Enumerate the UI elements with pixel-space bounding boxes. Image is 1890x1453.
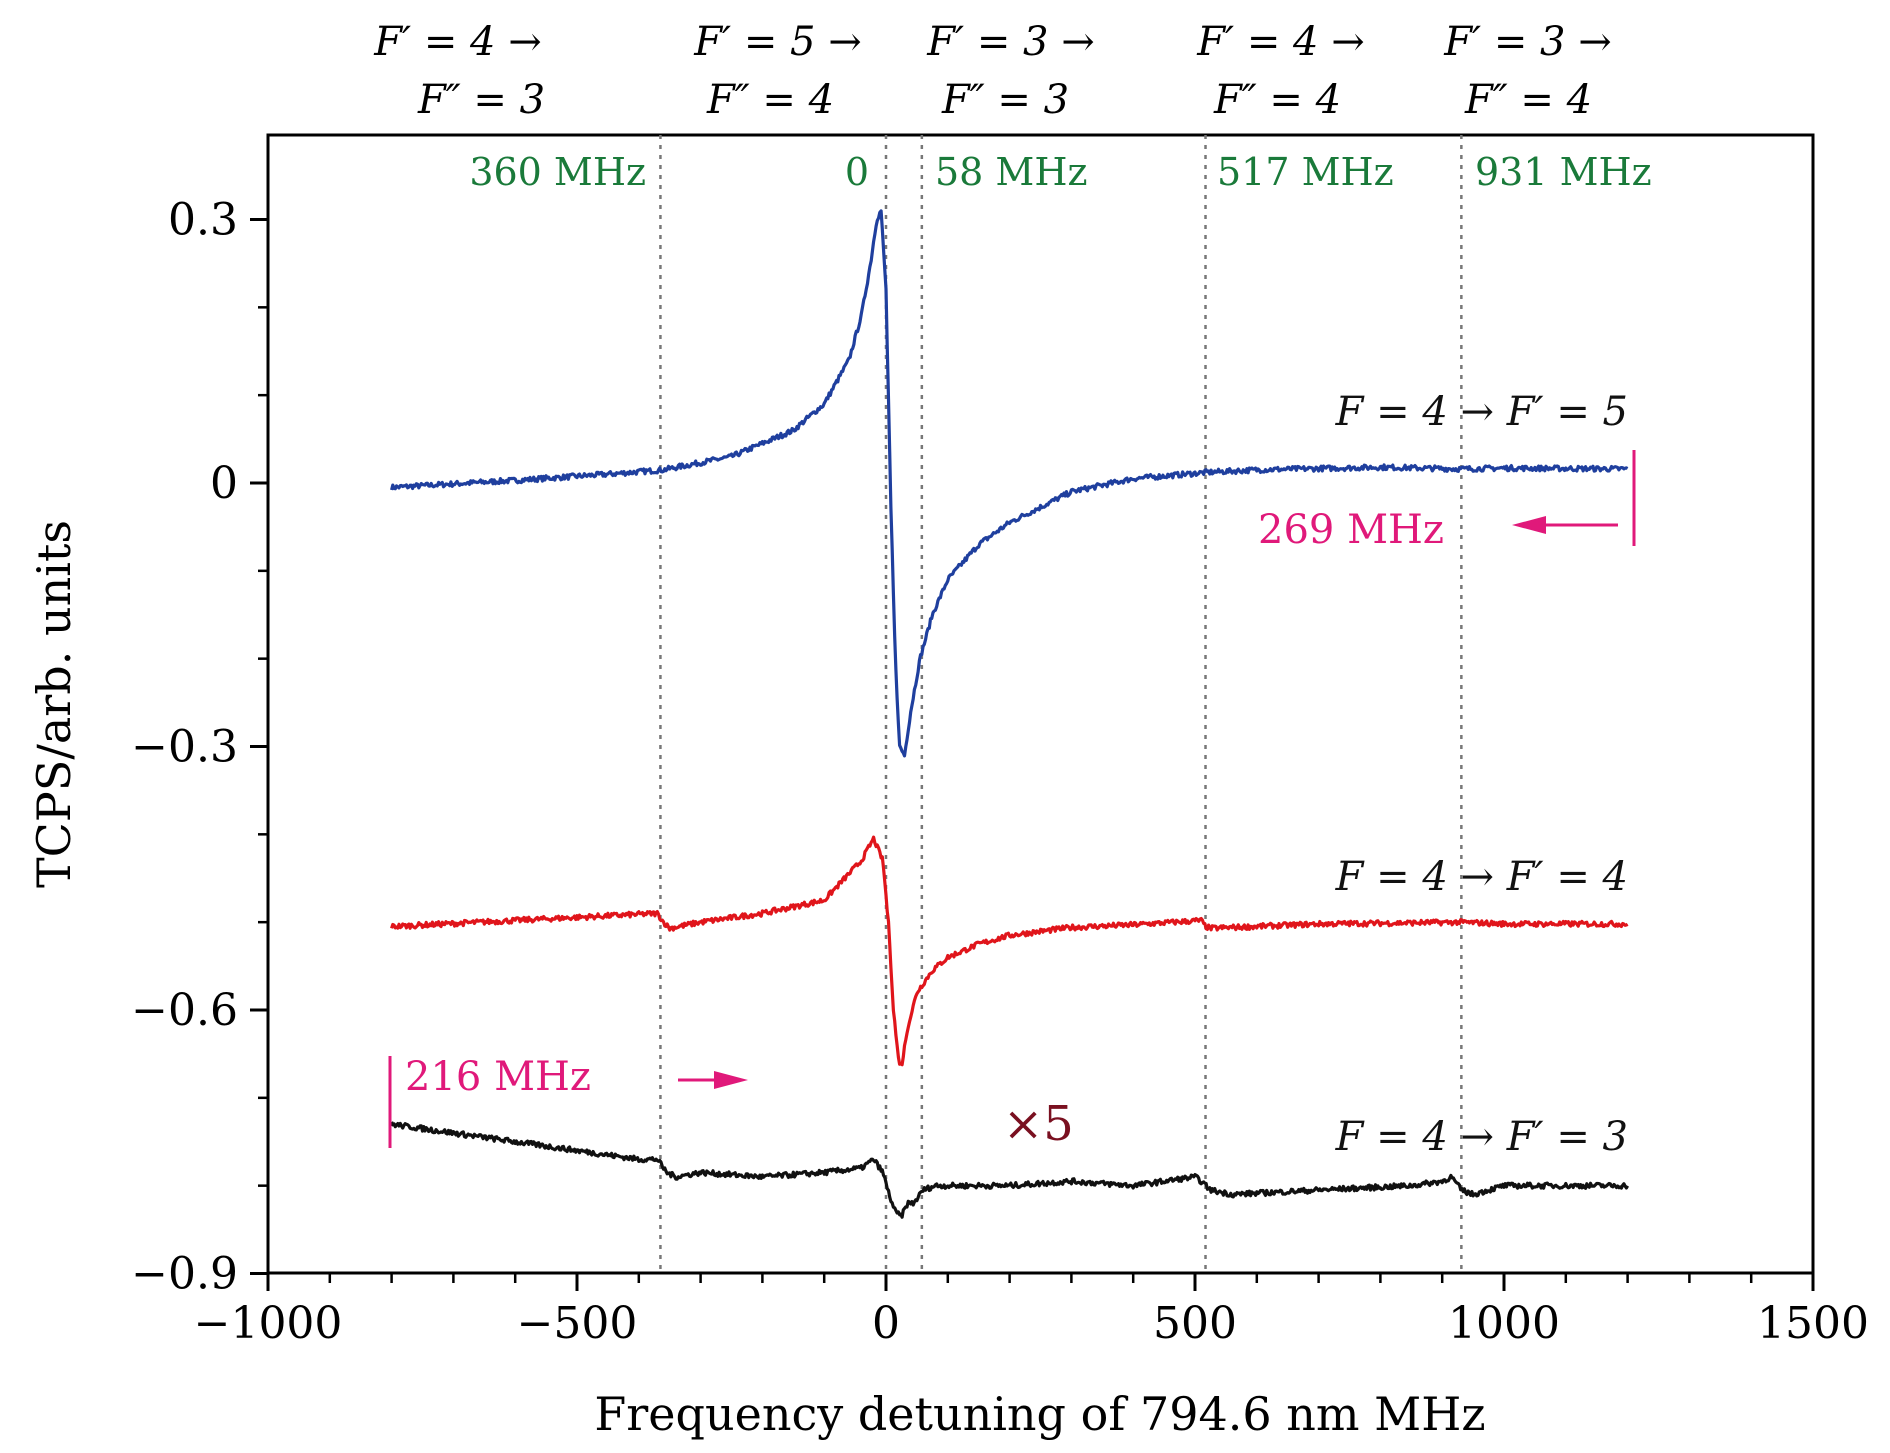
transition-label-4-line1: F′ = 4 → — [1196, 19, 1364, 65]
transition-label-3-line2: F″ = 3 — [941, 77, 1069, 123]
x-tick-label: 1500 — [1757, 1298, 1869, 1349]
scan-marker-bottom-arrow-head — [714, 1071, 748, 1089]
plot-frame — [266, 133, 1815, 1275]
freq-label-360: 360 MHz — [469, 150, 646, 194]
scan-marker-top-label: 269 MHz — [1258, 507, 1444, 553]
frequency-labels: 360 MHz 0 58 MHz 517 MHz 931 MHz — [469, 150, 1651, 194]
series-label-f3: F = 4 → F′ = 3 — [1335, 1114, 1628, 1160]
scan-marker-bottom-label: 216 MHz — [405, 1054, 591, 1100]
y-axis: 0.3 0 −0.3 −0.6 −0.9 — [131, 195, 268, 1299]
freq-label-58: 58 MHz — [935, 150, 1088, 194]
transition-label-4-line2: F″ = 4 — [1213, 77, 1341, 123]
transition-label-5-line1: F′ = 3 → — [1443, 19, 1611, 65]
y-tick-label: 0 — [210, 458, 238, 509]
series-line-0 — [390, 209, 1629, 758]
transition-label-2-line2: F″ = 4 — [706, 77, 834, 123]
series-line-2 — [390, 1121, 1629, 1219]
freq-label-931: 931 MHz — [1475, 150, 1652, 194]
series-label-f4: F = 4 → F′ = 4 — [1335, 854, 1628, 900]
y-tick-label: −0.3 — [131, 721, 238, 772]
x-tick-label: 500 — [1153, 1298, 1237, 1349]
transition-label-1-line2: F″ = 3 — [417, 77, 545, 123]
scan-marker-top-arrow-head — [1512, 516, 1546, 534]
y-tick-label: −0.9 — [131, 1248, 238, 1299]
transition-label-1-line1: F′ = 4 → — [373, 19, 541, 65]
y-tick-label: 0.3 — [168, 195, 238, 246]
x-tick-label: 0 — [872, 1298, 900, 1349]
transition-label-5-line2: F″ = 4 — [1464, 77, 1592, 123]
x-tick-label: −1000 — [194, 1298, 343, 1349]
transition-labels: F′ = 4 → F″ = 3 F′ = 5 → F″ = 4 F′ = 3 →… — [373, 19, 1611, 123]
scale-factor-label: ×5 — [1003, 1096, 1074, 1152]
x-axis-title: Frequency detuning of 794.6 nm MHz — [594, 1387, 1485, 1441]
series-layer — [390, 209, 1629, 1219]
scan-marker-top: 269 MHz — [1258, 450, 1636, 553]
series-line-1 — [390, 835, 1629, 1067]
y-tick-label: −0.6 — [131, 985, 238, 1036]
x-axis: −1000 −500 0 500 1000 1500 — [194, 1273, 1869, 1349]
x-tick-label: 1000 — [1448, 1298, 1560, 1349]
transition-label-2-line1: F′ = 5 → — [693, 19, 861, 65]
series-label-f5: F = 4 → F′ = 5 — [1335, 389, 1628, 435]
scan-marker-bottom: 216 MHz — [388, 1054, 748, 1148]
y-axis-title: TCPS/arb. units — [27, 520, 81, 888]
freq-label-517: 517 MHz — [1217, 150, 1394, 194]
freq-label-0: 0 — [845, 150, 869, 194]
x-tick-label: −500 — [517, 1298, 638, 1349]
transition-label-3-line1: F′ = 3 → — [926, 19, 1094, 65]
